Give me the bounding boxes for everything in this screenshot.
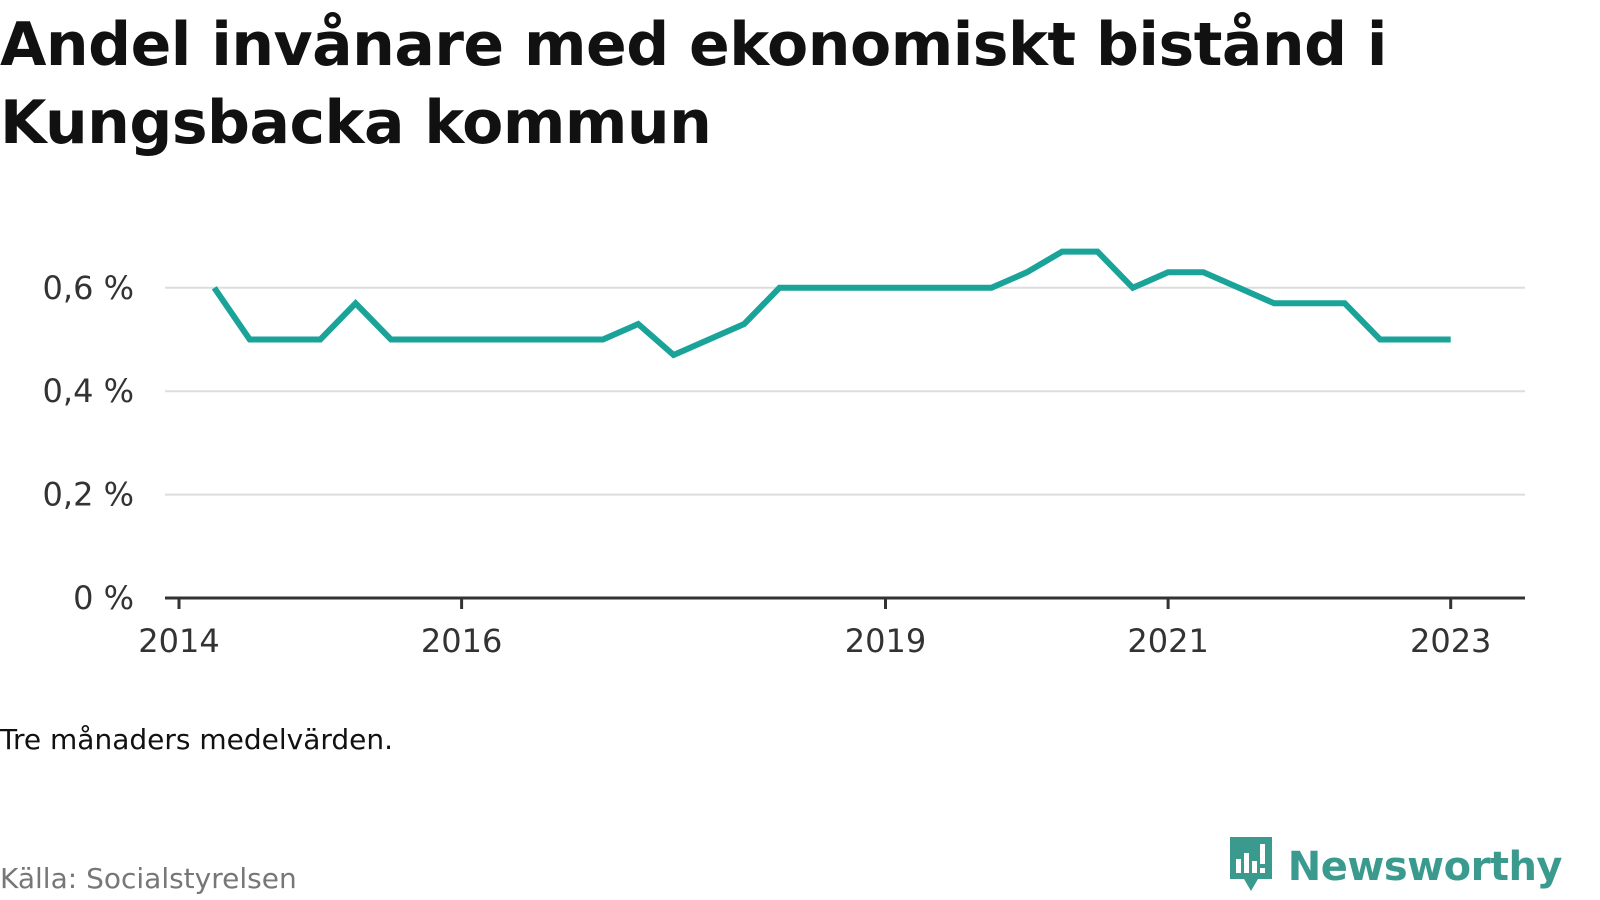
series-line	[211, 248, 1451, 359]
data-point	[1024, 269, 1030, 275]
y-tick-label: 0,2 %	[43, 476, 134, 514]
y-axis-ticks: 0 % 0,2 % 0,4 % 0,6 %	[43, 269, 134, 617]
data-point	[1130, 285, 1136, 291]
x-tick-label: 2021	[1127, 622, 1208, 660]
data-point	[494, 337, 500, 343]
data-point	[282, 337, 288, 343]
data-point	[883, 285, 889, 291]
data-point	[1200, 269, 1206, 275]
brand-logo: Newsworthy	[1226, 835, 1563, 899]
data-point	[353, 300, 359, 306]
y-tick-label: 0,4 %	[43, 372, 134, 410]
y-tick-label: 0,6 %	[43, 269, 134, 307]
data-point	[459, 337, 465, 343]
x-tick-label: 2014	[138, 622, 219, 660]
x-tick-label: 2019	[845, 622, 926, 660]
data-point	[918, 285, 924, 291]
data-point	[847, 285, 853, 291]
data-point	[1094, 249, 1100, 255]
data-point	[1306, 300, 1312, 306]
data-point	[953, 285, 959, 291]
data-point	[1342, 300, 1348, 306]
data-point	[529, 337, 535, 343]
x-axis-ticks: 2014 2016 2019 2021 2023	[138, 598, 1491, 660]
data-point	[1165, 269, 1171, 275]
data-point	[247, 337, 253, 343]
data-point	[1236, 285, 1242, 291]
data-point	[317, 337, 323, 343]
data-point	[635, 321, 641, 327]
brand-name: Newsworthy	[1287, 844, 1563, 890]
newsworthy-logo-icon	[1226, 835, 1276, 899]
data-point	[1271, 300, 1277, 306]
data-point	[600, 337, 606, 343]
y-tick-label: 0 %	[73, 579, 134, 617]
data-point	[777, 285, 783, 291]
data-point	[388, 337, 394, 343]
data-point	[1377, 337, 1383, 343]
data-point	[741, 321, 747, 327]
data-point	[565, 337, 571, 343]
data-point	[1448, 337, 1454, 343]
source-text: Källa: Socialstyrelsen	[0, 862, 297, 895]
data-point	[423, 337, 429, 343]
data-point	[988, 285, 994, 291]
line-chart: 0 % 0,2 % 0,4 % 0,6 % 2014 2016 2019 2021 2023	[43, 248, 1525, 660]
data-point	[1059, 249, 1065, 255]
x-tick-label: 2023	[1410, 622, 1491, 660]
chart-note: Tre månaders medelvärden.	[0, 723, 394, 756]
data-point	[1412, 337, 1418, 343]
data-point	[671, 352, 677, 358]
data-point	[706, 337, 712, 343]
chart-title: Andel invånare med ekonomiskt bistånd i …	[0, 10, 1387, 158]
x-tick-label: 2016	[421, 622, 502, 660]
data-point	[211, 285, 217, 291]
data-point	[812, 285, 818, 291]
